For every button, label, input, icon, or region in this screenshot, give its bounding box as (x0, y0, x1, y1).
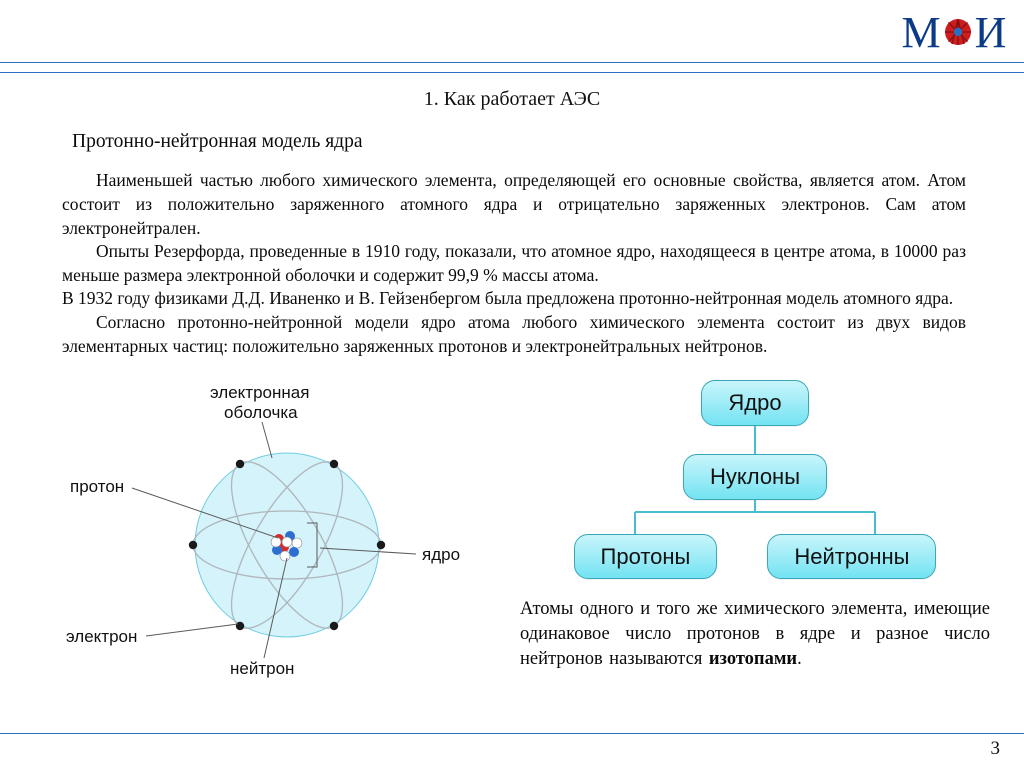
header-divider-1 (0, 62, 1024, 63)
footer-divider (0, 733, 1024, 734)
lead-electron (146, 624, 238, 636)
caption-post: . (797, 649, 802, 669)
isotope-caption: Атомы одного и того же химического элеме… (520, 597, 990, 672)
electron (236, 460, 244, 468)
hier-neutrons: Нейтронны (767, 534, 936, 580)
page-number: 3 (991, 738, 1001, 760)
logo-letter-right: И (975, 7, 1007, 58)
hierarchy-diagram: Ядро Нуклоны Протоны Нейтронны Атомы одн… (520, 380, 990, 687)
paragraph-3: В 1932 году физиками Д.Д. Иваненко и В. … (62, 287, 966, 311)
logo: М И (898, 8, 1010, 56)
header: М И (0, 0, 1024, 74)
section-title: 1. Как работает АЭС (0, 88, 1024, 111)
label-shell-line2: оболочка (224, 403, 298, 422)
hier-nucleons: Нуклоны (683, 454, 827, 500)
subtitle: Протонно-нейтронная модель ядра (72, 129, 966, 155)
header-divider-2 (0, 72, 1024, 73)
atom-diagram: электронная оболочка протон электрон ней… (62, 380, 502, 687)
gear-icon (943, 17, 973, 47)
paragraph-2: Опыты Резерфорда, проведенные в 1910 год… (62, 240, 966, 287)
hier-protons: Протоны (574, 534, 718, 580)
paragraph-1: Наименьшей частью любого химического эле… (62, 169, 966, 240)
label-proton: протон (70, 477, 124, 496)
electron (189, 541, 197, 549)
electron (236, 622, 244, 630)
label-neutron: нейтрон (230, 659, 294, 678)
label-nucleus: ядро (422, 545, 460, 564)
content: Протонно-нейтронная модель ядра Наименьш… (0, 129, 1024, 687)
caption-bold: изотопами (709, 649, 797, 669)
label-shell-line1: электронная (210, 383, 309, 402)
diagram-row: электронная оболочка протон электрон ней… (62, 380, 966, 687)
label-electron: электрон (66, 627, 137, 646)
electron (377, 541, 385, 549)
hier-connector (610, 500, 900, 534)
hier-nucleus: Ядро (701, 380, 808, 426)
lead-shell (262, 422, 272, 458)
electron (330, 622, 338, 630)
logo-letter-left: М (902, 7, 941, 58)
paragraph-4: Согласно протонно-нейтронной модели ядро… (62, 311, 966, 358)
electron (330, 460, 338, 468)
